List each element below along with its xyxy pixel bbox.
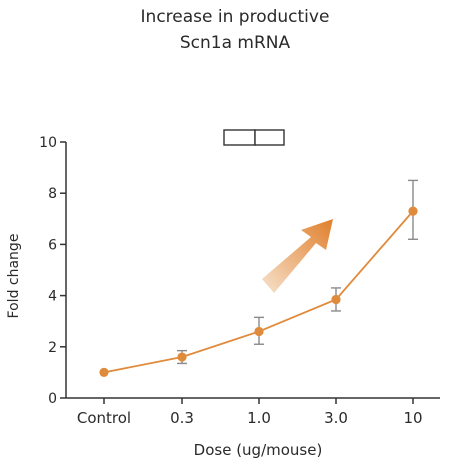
x-tick-label: 3.0 — [324, 409, 348, 427]
data-point — [177, 352, 187, 362]
chart-title-line-1: Increase in productive — [140, 7, 330, 27]
y-tick-label: 10 — [39, 135, 57, 151]
increasing-trend-arrow — [262, 219, 333, 293]
chart-title: Increase in productive Scn1a mRNA — [30, 4, 440, 56]
y-tick-label: 6 — [48, 237, 57, 253]
series-fold-change — [99, 179, 418, 377]
y-tick-label: 4 — [48, 289, 57, 305]
x-axis-label: Dose (ug/mouse) — [194, 441, 323, 459]
x-tick-label: 10 — [403, 409, 422, 427]
y-tick-label: 8 — [48, 186, 57, 202]
symbol-box-right — [254, 129, 285, 146]
x-tick-label: 0.3 — [170, 409, 194, 427]
y-axis-label: Fold change — [6, 234, 22, 319]
two-box-symbol — [223, 129, 285, 146]
x-axis: Control 0.3 1.0 3.0 10 — [66, 397, 440, 427]
y-axis: 0 2 4 6 8 10 — [39, 135, 67, 407]
x-tick-label: Control — [77, 409, 131, 427]
symbol-box-left — [223, 129, 256, 146]
data-point — [99, 367, 109, 377]
chart-title-line-2: Scn1a mRNA — [179, 33, 291, 53]
trend-arrow-shape — [262, 219, 333, 293]
y-tick-label: 0 — [48, 391, 57, 407]
data-point — [254, 326, 264, 337]
data-point — [331, 294, 341, 305]
x-tick-label: 1.0 — [247, 409, 271, 427]
data-point — [408, 206, 418, 216]
y-tick-label: 2 — [48, 340, 57, 356]
series-line — [103, 210, 414, 374]
